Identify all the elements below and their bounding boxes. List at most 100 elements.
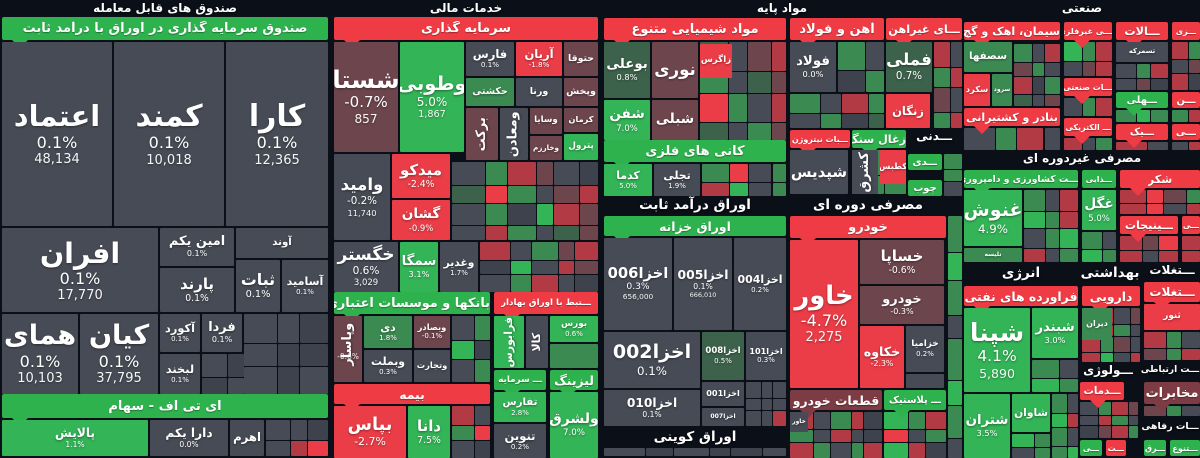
treemap-tile-small[interactable] [830,442,851,458]
treemap-tile-small[interactable] [1158,251,1178,262]
treemap-tile-small[interactable] [1181,406,1200,416]
treemap-tile-small[interactable] [866,71,884,92]
treemap-tile-small[interactable] [702,182,729,196]
treemap-tile-small[interactable] [773,411,786,426]
treemap-tile-small[interactable] [748,182,772,196]
treemap-tile-small[interactable] [1096,98,1112,116]
sector-header[interactable]: خودرو [790,216,946,246]
sector-header[interactable]: مخابرات [1144,382,1200,412]
treemap-tile-small[interactable] [1060,249,1078,262]
treemap-tile-small[interactable] [485,185,508,203]
treemap-tile-small[interactable] [842,114,868,128]
treemap-tile[interactable]: بوعلی 0.8% [604,42,650,98]
sector-header[interactable]: لیزینگ [550,370,598,398]
treemap-tile-small[interactable] [1024,249,1045,262]
treemap-tile[interactable]: خاور [790,412,808,432]
treemap-tile-small[interactable] [702,164,729,182]
treemap-tile-small[interactable] [1112,426,1128,438]
sector-header[interactable]: سرمایه گذاری [334,17,598,48]
treemap-tile-small[interactable] [747,94,772,122]
treemap-tile-small[interactable] [842,94,868,114]
treemap-tile-small[interactable] [772,164,786,182]
sector-header[interactable]: صندوق سرمایه گذاری در اوراق با درآمد ثاب… [2,17,328,48]
sector-header[interactable]: ـــتبط با اوراق بهادار [494,292,598,322]
treemap-tile[interactable]: غگل 5.0% [1082,190,1116,230]
treemap-tile-small[interactable] [307,441,328,456]
treemap-tile-small[interactable] [1120,251,1143,262]
treemap-tile[interactable]: زاگرس [700,44,732,78]
sector-header[interactable]: مواد شیمیایی متنوع [604,18,786,48]
sector-header[interactable]: ـــهلی [1116,92,1168,116]
treemap-tile[interactable]: سصفها [964,42,1012,72]
treemap-tile-small[interactable] [1068,413,1078,428]
treemap-tile-small[interactable] [475,359,490,382]
treemap-tile-small[interactable] [1114,308,1130,324]
treemap-tile-small[interactable] [951,88,962,112]
sector-header[interactable]: ـــات صنعتی [1064,78,1112,104]
treemap-tile-small[interactable] [951,68,962,88]
treemap-tile[interactable]: آوند [236,228,328,258]
treemap-tile-small[interactable] [1012,448,1035,458]
treemap-tile-small[interactable] [884,429,908,442]
treemap-tile-small[interactable] [730,182,748,196]
treemap-tile[interactable]: شپنا 4.1% 5,890 [964,308,1030,392]
treemap-tile-small[interactable] [244,314,277,344]
treemap-tile-small[interactable] [1032,44,1045,63]
treemap-tile-small[interactable] [790,114,821,128]
treemap-tile-small[interactable] [1032,378,1060,392]
treemap-tile-small[interactable] [452,359,475,382]
treemap-tile-small[interactable] [951,42,962,68]
treemap-tile[interactable]: گشان -0.9% [392,200,450,240]
treemap-tile-small[interactable] [1099,426,1112,438]
treemap-tile[interactable]: شاوان [1012,394,1050,432]
treemap-tile-small[interactable] [1172,42,1189,60]
treemap-tile-small[interactable] [700,94,728,122]
treemap-tile-small[interactable] [944,170,962,181]
treemap-tile-small[interactable] [475,440,490,458]
treemap-tile[interactable]: کطبس [880,150,906,184]
treemap-tile-small[interactable] [1103,232,1116,249]
treemap-tile-small[interactable] [1032,95,1045,106]
treemap-tile-small[interactable] [579,226,598,240]
treemap-tile[interactable]: امین یکم 0.1% [160,228,234,266]
sector-header[interactable]: ـــی [1080,440,1102,456]
treemap-tile-small[interactable] [1181,332,1200,348]
sector-header[interactable]: بانکها و موسسات اعتباری [334,292,490,322]
treemap-tile-small[interactable] [944,154,962,169]
treemap-tile-small[interactable] [1014,95,1032,106]
treemap-tile[interactable]: دارا یکم 0.0% [150,420,228,456]
sector-header[interactable]: ـــیک [1116,124,1168,148]
treemap-tile-small[interactable] [925,429,946,442]
treemap-tile-small[interactable] [728,122,747,140]
treemap-tile[interactable]: شپدیس [790,150,848,194]
sector-header[interactable]: ـــی [1172,124,1200,140]
treemap-tile[interactable]: خکاوه -2.3% [860,326,904,388]
treemap-tile-small[interactable] [934,68,951,88]
treemap-tile-small[interactable] [1052,428,1068,446]
treemap-tile-small[interactable] [475,406,490,425]
treemap-tile[interactable]: سرود [992,74,1012,106]
sector-header[interactable]: قطعات خودرو [790,390,882,418]
treemap-tile-small[interactable] [763,448,786,456]
treemap-tile-small[interactable] [579,185,598,203]
treemap-tile-small[interactable] [814,442,830,458]
treemap-tile-small[interactable] [1082,249,1102,262]
treemap-tile-small[interactable] [1032,63,1045,77]
sector-header[interactable]: بنادر و کشتیرانی [964,108,1060,134]
treemap-tile[interactable]: حکشتی [466,78,514,106]
treemap-tile-small[interactable] [772,182,786,196]
treemap-tile[interactable]: خگستر 0.6% 3,029 [334,242,398,292]
treemap-tile[interactable]: وامید -0.2% 11,740 [334,154,390,240]
treemap-tile-small[interactable] [925,442,946,458]
treemap-tile-small[interactable] [559,275,575,292]
treemap-tile-small[interactable] [266,420,290,441]
treemap-tile-small[interactable] [550,344,598,368]
treemap-tile[interactable]: شتران 3.5% [964,394,1010,458]
treemap-tile-small[interactable] [814,429,830,442]
sector-header[interactable]: ـــتنوع [1170,440,1200,456]
treemap-tile-small[interactable] [1024,190,1045,212]
treemap-tile-small[interactable] [1181,348,1200,360]
sector-header[interactable]: کانی های فلزی [604,140,786,170]
treemap-tile[interactable]: آکورد 0.1% [160,314,200,352]
treemap-tile[interactable]: تسمرکه [1116,42,1168,62]
